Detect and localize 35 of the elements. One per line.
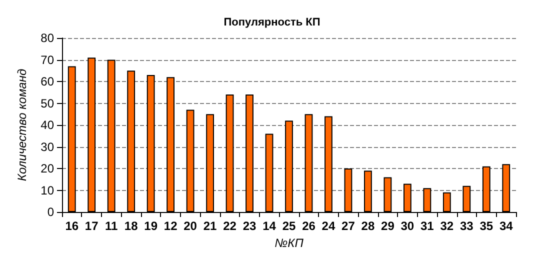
y-tick-label: 70	[40, 52, 54, 67]
x-axis-title: №КП	[274, 236, 304, 250]
x-tick-label: 23	[242, 219, 257, 233]
x-tick-label: 14	[262, 219, 276, 233]
chart-title: Популярность КП	[224, 16, 320, 28]
x-tick-label: 17	[84, 219, 99, 233]
x-tick-label: 12	[164, 219, 178, 233]
x-tick-label: 26	[302, 219, 316, 233]
y-tick-label: 20	[40, 162, 54, 176]
y-tick-label: 60	[40, 74, 54, 88]
x-tick-label: 19	[144, 219, 158, 233]
x-tick-label: 30	[400, 219, 414, 233]
x-tick-label: 16	[65, 219, 79, 233]
x-tick-label: 18	[124, 219, 138, 233]
x-tick-label: 31	[420, 219, 434, 233]
x-tick-label: 20	[184, 219, 198, 233]
y-tick-label: 40	[40, 118, 54, 132]
x-tick-label: 21	[203, 219, 218, 233]
x-tick-label: 25	[282, 219, 296, 233]
x-tick-label: 27	[342, 219, 356, 233]
x-tick-label: 34	[499, 219, 514, 233]
x-tick-label: 35	[480, 219, 494, 233]
y-tick-label: 50	[40, 96, 54, 110]
x-tick-label: 29	[381, 219, 395, 233]
x-tick-label: 11	[105, 219, 118, 233]
x-tick-label: 24	[322, 219, 336, 233]
x-tick-label: 22	[223, 219, 237, 233]
y-axis-title: Количество команд	[15, 68, 29, 182]
y-tick-label: 0	[47, 205, 54, 219]
y-tick-label: 30	[40, 140, 54, 154]
x-tick-label: 33	[460, 219, 474, 233]
y-tick-label: 80	[40, 31, 54, 45]
x-tick-label: 28	[361, 219, 375, 233]
x-tick-label: 32	[440, 219, 454, 233]
y-tick-label: 10	[40, 183, 54, 198]
